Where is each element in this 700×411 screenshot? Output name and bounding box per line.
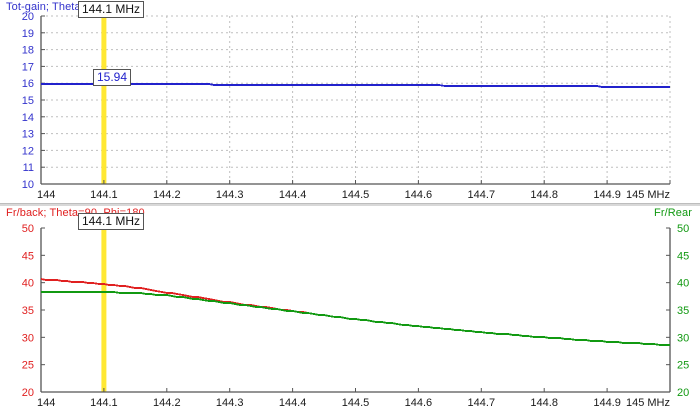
- svg-text:25: 25: [677, 360, 689, 372]
- svg-text:144.1: 144.1: [90, 189, 118, 201]
- svg-text:145 MHz: 145 MHz: [626, 397, 670, 409]
- svg-text:144.2: 144.2: [153, 189, 181, 201]
- svg-text:50: 50: [22, 223, 34, 235]
- svg-text:19: 19: [22, 28, 34, 40]
- tot-gain-chart-panel: Tot-gain; Theta=90, Phi=0 10 11 12 13 14 15 16…: [0, 0, 700, 203]
- svg-text:12: 12: [22, 145, 34, 157]
- svg-text:144.8: 144.8: [530, 189, 558, 201]
- fr-back-chart-panel: Fr/back; Theta=90, Phi=180 Fr/Rear 20 25 3…: [0, 206, 700, 411]
- svg-text:35: 35: [677, 305, 689, 317]
- marker-value-callout-gain[interactable]: 15.94: [93, 69, 132, 86]
- marker-frequency-callout-bottom[interactable]: 144.1 MHz: [78, 213, 145, 230]
- svg-text:144: 144: [37, 397, 55, 409]
- svg-text:144.7: 144.7: [468, 189, 496, 201]
- svg-text:20: 20: [22, 11, 34, 23]
- svg-text:144: 144: [37, 189, 55, 201]
- svg-text:20: 20: [677, 387, 689, 399]
- svg-text:144.6: 144.6: [405, 397, 433, 409]
- svg-text:30: 30: [677, 332, 689, 344]
- svg-text:13: 13: [22, 129, 34, 141]
- svg-text:144.5: 144.5: [342, 397, 370, 409]
- svg-text:144.7: 144.7: [468, 397, 496, 409]
- svg-text:144.9: 144.9: [593, 397, 621, 409]
- svg-text:145 MHz: 145 MHz: [626, 189, 670, 201]
- svg-text:20: 20: [22, 387, 34, 399]
- svg-text:40: 40: [22, 278, 34, 290]
- fr-rear-axis-title: Fr/Rear: [654, 207, 692, 219]
- svg-text:35: 35: [22, 305, 34, 317]
- svg-text:15: 15: [22, 95, 34, 107]
- svg-text:144.4: 144.4: [279, 189, 307, 201]
- svg-text:17: 17: [22, 61, 34, 73]
- svg-text:144.8: 144.8: [530, 397, 558, 409]
- svg-text:45: 45: [22, 250, 34, 262]
- svg-text:25: 25: [22, 360, 34, 372]
- svg-text:144.2: 144.2: [153, 397, 181, 409]
- svg-text:18: 18: [22, 45, 34, 57]
- svg-text:144.9: 144.9: [593, 189, 621, 201]
- svg-text:144.5: 144.5: [342, 189, 370, 201]
- svg-text:14: 14: [22, 112, 34, 124]
- svg-text:16: 16: [22, 78, 34, 90]
- fr-back-plot: 20 25 30 35 40 45 50 20 25 30 35 40 45 50 144 144.1 144.…: [22, 218, 689, 409]
- svg-text:40: 40: [677, 278, 689, 290]
- svg-text:144.3: 144.3: [216, 189, 244, 201]
- svg-text:144.6: 144.6: [405, 189, 433, 201]
- svg-text:50: 50: [677, 223, 689, 235]
- svg-text:144.1: 144.1: [90, 397, 118, 409]
- svg-text:10: 10: [22, 179, 34, 191]
- tot-gain-plot: 10 11 12 13 14 15 16 17 18 19 20 144 144.1 144.2 144.3…: [22, 8, 671, 201]
- svg-text:45: 45: [677, 250, 689, 262]
- svg-text:144.4: 144.4: [279, 397, 307, 409]
- panel-divider: [0, 203, 700, 207]
- svg-text:144.3: 144.3: [216, 397, 244, 409]
- svg-text:30: 30: [22, 332, 34, 344]
- svg-text:11: 11: [23, 162, 34, 174]
- marker-frequency-callout-top[interactable]: 144.1 MHz: [78, 1, 145, 18]
